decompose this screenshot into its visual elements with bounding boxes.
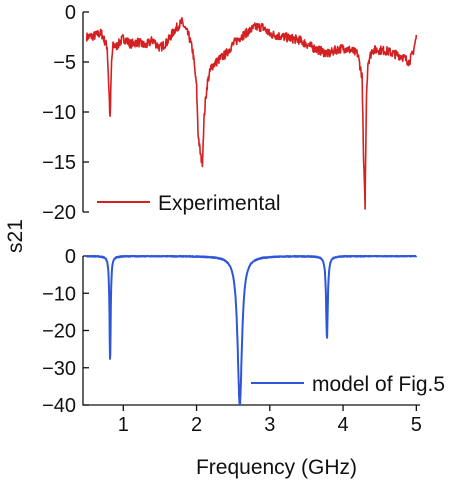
experimental-legend-label: Experimental (158, 192, 281, 215)
top-legend: Experimental (97, 192, 281, 215)
top-y-tick-label: −10 (42, 102, 76, 124)
x-tick-label: 1 (118, 414, 129, 436)
y-axis-title: s21 (4, 219, 27, 253)
model-legend-label: model of Fig.5 (312, 373, 445, 396)
x-axis-ticks: 1 2 3 4 5 (118, 405, 422, 436)
x-tick-label: 5 (411, 414, 422, 436)
top-y-tick-label: −15 (42, 152, 76, 174)
bottom-y-tick-label: −20 (42, 321, 76, 343)
x-tick-label: 4 (338, 414, 349, 436)
bottom-y-tick-label: −30 (42, 358, 76, 380)
experimental-line (85, 17, 418, 210)
bottom-y-tick-label: −40 (42, 395, 76, 417)
model-line (85, 255, 418, 406)
x-axis-title: Frequency (GHz) (196, 456, 357, 479)
top-y-tick-label: −5 (53, 52, 76, 74)
top-y-tick-label: 0 (65, 2, 76, 24)
top-y-ticks: 0 −5 −10 −15 −20 (42, 2, 89, 224)
bottom-y-tick-label: −10 (42, 283, 76, 305)
bottom-panel: 0 −10 −20 −30 −40 1 2 3 4 5 model of Fig.5 (42, 246, 445, 436)
bottom-y-tick-label: 0 (65, 246, 76, 268)
bottom-y-ticks: 0 −10 −20 −30 −40 (42, 246, 89, 417)
top-panel: 0 −5 −10 −15 −20 Experimental (42, 2, 418, 224)
x-tick-label: 2 (191, 414, 202, 436)
top-y-tick-label: −20 (42, 202, 76, 224)
x-tick-label: 3 (264, 414, 275, 436)
bottom-legend: model of Fig.5 (251, 373, 445, 396)
